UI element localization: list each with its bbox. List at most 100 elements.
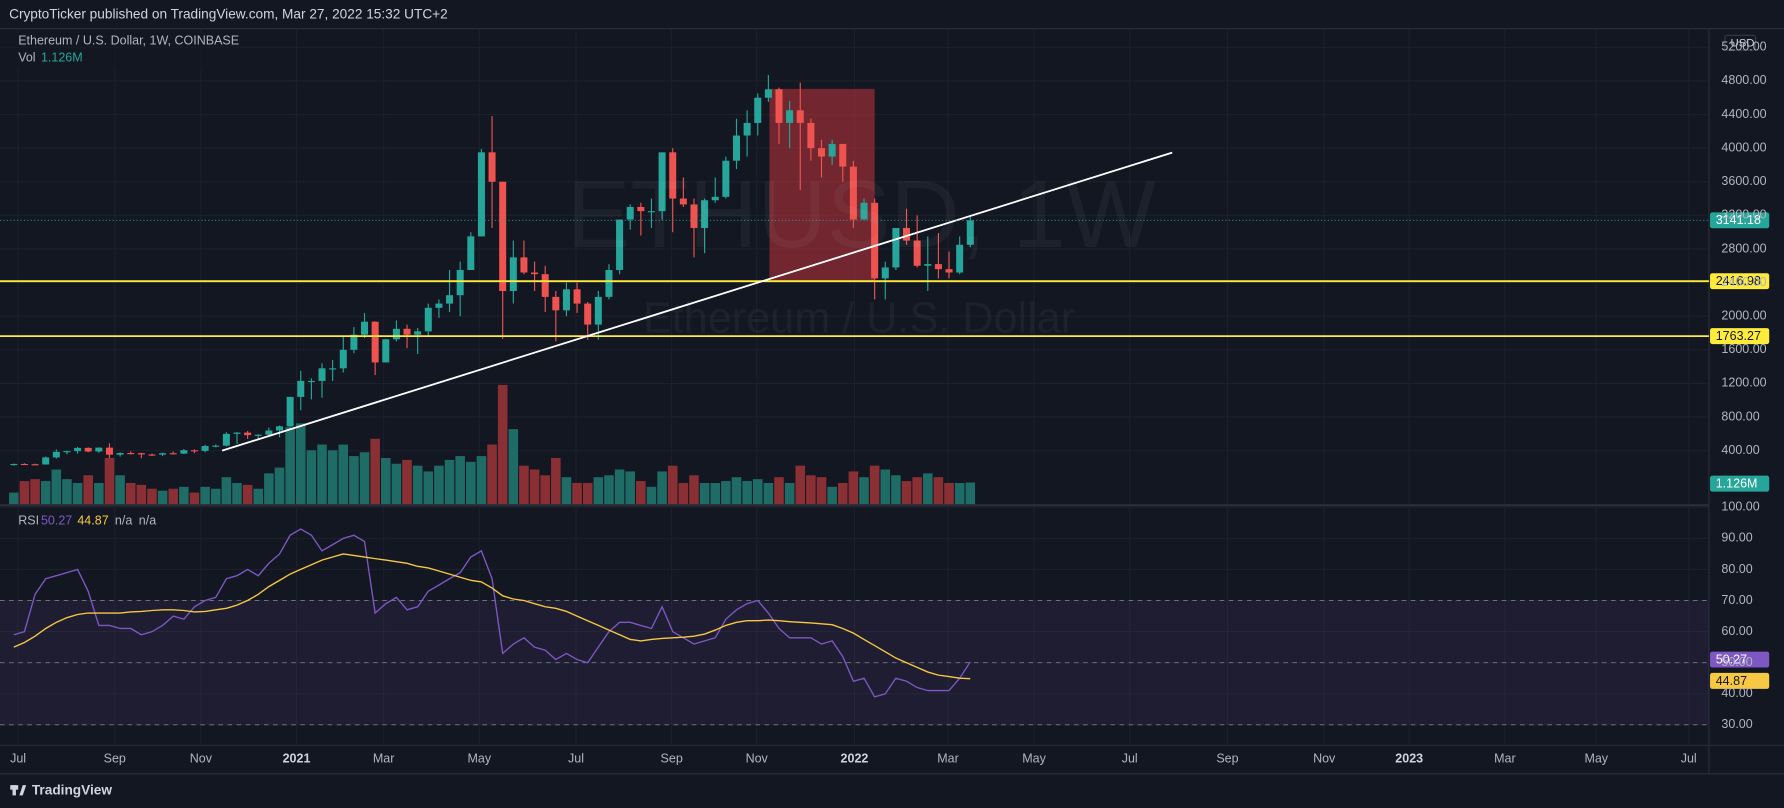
volume-bar <box>242 484 253 505</box>
y-tick-label: 60.00 <box>1721 624 1752 638</box>
publisher: CryptoTicker published on TradingView.co… <box>9 6 448 21</box>
volume-bar <box>72 482 83 505</box>
x-tick-label: May <box>1022 751 1046 765</box>
volume-bar <box>253 488 264 505</box>
volume-bar <box>827 486 837 505</box>
y-tick-label: 90.00 <box>1721 531 1752 545</box>
candle-body <box>446 295 454 304</box>
candle-body <box>499 181 507 291</box>
candle-body <box>594 296 602 325</box>
x-tick-label: 2021 <box>283 751 311 765</box>
volume-bar <box>837 482 848 505</box>
volume-bar <box>593 477 604 505</box>
x-tick-label: Mar <box>373 751 395 765</box>
logo <box>10 785 27 796</box>
x-tick-label: Sep <box>104 751 126 765</box>
volume-bar <box>359 452 370 505</box>
level-badge: 1763.27 <box>1716 329 1761 343</box>
candle-body <box>403 328 411 335</box>
candle-body <box>265 430 273 435</box>
volume-bar <box>752 479 763 505</box>
x-tick-label: Nov <box>190 751 213 765</box>
volume-bar <box>317 444 327 505</box>
volume-bar <box>784 482 795 505</box>
volume-bar <box>816 477 827 505</box>
volume-bar <box>923 473 933 505</box>
y-tick-label: 30.00 <box>1721 717 1752 731</box>
candle-body <box>201 446 209 451</box>
candle-body <box>584 303 592 325</box>
symbol-title: Ethereum / U.S. Dollar, 1W, COINBASE <box>18 33 239 47</box>
candle-body <box>382 339 390 363</box>
volume-bar <box>944 482 954 505</box>
x-tick-label: Sep <box>1216 751 1238 765</box>
rsi-badge-bg <box>1710 672 1770 689</box>
price-badge: 3141.18 <box>1716 213 1761 227</box>
candle-body <box>74 447 82 452</box>
volume-bar <box>561 477 572 505</box>
volume-bar <box>168 488 179 505</box>
volume-bar <box>646 486 657 505</box>
candle-body <box>892 227 900 268</box>
candle-body <box>913 240 921 266</box>
volume-bar <box>891 475 901 505</box>
volume-bar <box>614 469 625 505</box>
candle-body <box>690 204 698 228</box>
volume-bar <box>295 423 306 505</box>
candle-body <box>329 368 337 370</box>
candle-body <box>626 206 634 220</box>
candle-body <box>573 289 581 304</box>
candle-body <box>711 196 719 201</box>
candle-body <box>743 122 751 136</box>
volume-bar <box>179 486 189 505</box>
candle-body <box>849 166 857 220</box>
volume-bar <box>476 456 487 505</box>
candle-body <box>562 289 570 311</box>
y-tick-label: 3200.00 <box>1721 208 1766 222</box>
volume-bar <box>497 384 508 505</box>
volume-bar <box>678 482 689 505</box>
candle-body <box>190 450 198 452</box>
candle-body <box>605 269 613 297</box>
candle-body <box>84 447 92 452</box>
candle-body <box>881 267 889 279</box>
volume-bar <box>763 482 774 505</box>
volume-bar <box>157 490 168 505</box>
volume-bar <box>699 482 710 505</box>
volume-bar <box>423 471 434 505</box>
volume-bar <box>880 469 891 505</box>
volume-bar <box>466 461 476 505</box>
candle-body <box>31 464 39 466</box>
x-tick-label: Jul <box>1122 751 1138 765</box>
volume-bar <box>774 477 784 505</box>
volume-bar <box>604 475 614 505</box>
candle-body <box>233 432 241 434</box>
volume-bar <box>954 482 965 505</box>
candle-body <box>732 135 740 161</box>
volume-bar <box>51 469 62 505</box>
volume-bar <box>434 465 444 505</box>
candle-body <box>254 434 262 436</box>
volume-bar <box>370 438 380 505</box>
candle-body <box>828 143 836 157</box>
volume-bar <box>508 429 519 505</box>
candle-body <box>669 152 677 199</box>
candle-body <box>924 264 932 266</box>
y-tick-label: 100.00 <box>1721 500 1759 514</box>
candle-body <box>637 206 645 212</box>
y-tick-label: 400.00 <box>1721 443 1759 457</box>
candle-body <box>775 89 783 123</box>
y-tick-label: 80.00 <box>1721 562 1752 576</box>
candle-body <box>116 453 124 455</box>
currency-bg <box>1724 34 1757 51</box>
candle-body <box>63 451 71 453</box>
level-badge: 2416.98 <box>1716 274 1761 288</box>
x-tick-label: Jul <box>568 751 584 765</box>
volume-bar <box>859 477 869 505</box>
volume-bar <box>933 477 944 505</box>
x-tick-label: Mar <box>1494 751 1516 765</box>
volume-bar <box>444 459 455 505</box>
volume-bar <box>965 482 976 505</box>
candle-body <box>860 202 868 220</box>
